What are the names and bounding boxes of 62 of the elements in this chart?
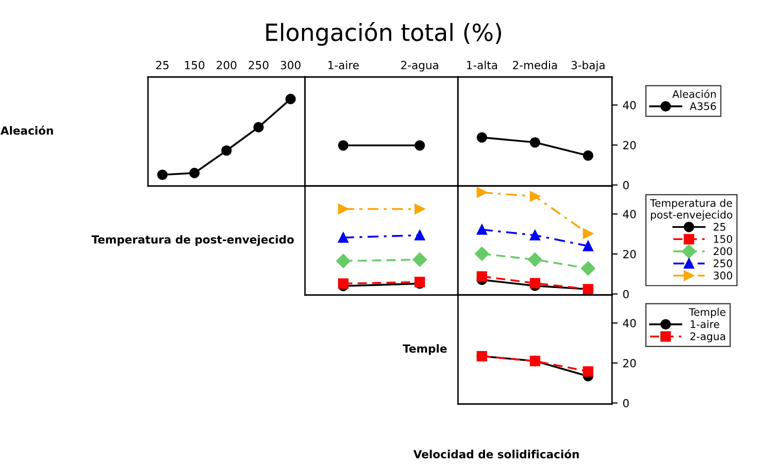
x-tick-label: 2-media (512, 60, 557, 70)
point (476, 187, 488, 198)
y-tick-label: 0 (623, 180, 629, 190)
x-tick-label: 300 (280, 60, 300, 70)
y-tick-label: 20 (623, 140, 636, 150)
x-tick-label: 2-agua (401, 60, 438, 72)
point (285, 94, 296, 104)
y-axis-title: Temperatura de post-envejecido (92, 235, 294, 246)
x-tick-label: 1-aire (328, 60, 359, 70)
y-tick-label: 0 (623, 398, 629, 408)
point (414, 230, 425, 240)
point (157, 170, 168, 180)
legend-title: Temperatura de post-envejecido (650, 198, 732, 221)
point (338, 278, 348, 289)
y-axis-title: Temple (402, 344, 447, 355)
legend-label: 250 (714, 259, 732, 268)
point (414, 204, 425, 214)
x-axis-title: Velocidad de solidificación (413, 449, 579, 458)
legend-label: A356 (690, 102, 716, 110)
point (336, 254, 350, 268)
point (581, 261, 596, 276)
legend-label: 200 (714, 247, 732, 256)
point (530, 137, 540, 148)
point (476, 271, 488, 282)
x-tick-label: 200 (216, 60, 236, 70)
point (189, 168, 200, 178)
point (582, 240, 594, 252)
point (221, 145, 232, 156)
x-tick-label: 250 (248, 60, 268, 70)
y-tick-label: 20 (623, 250, 636, 258)
y-tick-label: 0 (623, 290, 629, 298)
point (338, 204, 348, 214)
point (474, 246, 489, 261)
y-tick-label: 40 (622, 210, 636, 218)
y-tick-label: 20 (623, 358, 636, 368)
x-tick-label: 150 (185, 60, 204, 70)
point (530, 191, 540, 202)
x-tick-label: 3-baja (572, 60, 605, 72)
legend-label: 2-agua (690, 332, 726, 342)
y-axis-title: Aleación (0, 126, 53, 135)
point (476, 224, 488, 235)
legend-label: 150 (714, 235, 732, 243)
point (253, 122, 264, 132)
legend-title: Temple (688, 308, 726, 318)
point (476, 132, 488, 143)
legend-label: 25 (714, 222, 726, 231)
y-tick-label: 40 (622, 100, 636, 110)
x-tick-label: 25 (156, 60, 169, 70)
x-tick-label: 1-alta (467, 60, 497, 70)
point (582, 228, 594, 239)
text: Elongación total (%) (266, 22, 502, 46)
point (582, 150, 594, 161)
legend-label: 1-aire (690, 320, 720, 328)
point (530, 230, 540, 240)
y-tick-label: 40 (622, 318, 636, 328)
point (530, 278, 540, 288)
point (528, 252, 542, 267)
point (338, 232, 348, 243)
point (412, 252, 427, 267)
legend-title: Aleación (672, 89, 716, 98)
point (582, 366, 594, 377)
legend-label: 300 (714, 272, 732, 280)
